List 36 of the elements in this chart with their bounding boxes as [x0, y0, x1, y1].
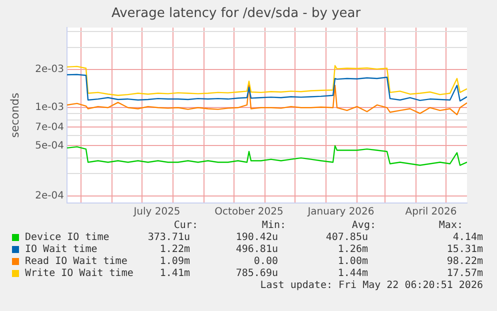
text: Cur:: [172, 220, 198, 231]
text: 1.09m: [160, 256, 190, 267]
y-tick-label: 1e-03: [35, 102, 64, 114]
y-tick-label: 2e-04: [35, 190, 64, 202]
text: 4.14m: [452, 232, 483, 243]
legend-label: Device IO time: [25, 232, 110, 243]
chart-title: Average latency for /dev/sda - by year: [111, 6, 362, 22]
text: Max:: [438, 220, 463, 231]
x-tick-label: January 2026: [306, 206, 374, 218]
text: 1.41m: [160, 268, 190, 279]
text: 15.31m: [446, 244, 483, 255]
legend-label: Read IO Wait time: [25, 256, 128, 267]
text: 1.22m: [158, 244, 190, 255]
x-tick-label: April 2026: [405, 206, 457, 218]
legend-label: IO Wait time: [25, 244, 98, 255]
text: 496.81u: [236, 244, 278, 255]
text: 0.00: [254, 256, 278, 267]
text: 1.44m: [336, 268, 368, 279]
text: Min:: [262, 220, 286, 231]
text: 1.00m: [336, 256, 368, 267]
text: 190.42u: [236, 232, 278, 243]
text: 407.85u: [324, 232, 368, 243]
y-tick-label: 5e-04: [35, 140, 64, 152]
legend-label: Write IO Wait time: [25, 268, 134, 279]
text: 1.26m: [336, 244, 368, 255]
text: 17.57m: [446, 268, 483, 279]
y-tick-label: 2e-03: [35, 64, 64, 76]
text: 98.22m: [446, 256, 483, 267]
text: Avg:: [350, 220, 376, 231]
y-axis-title: seconds: [8, 92, 22, 138]
text: Last update: Fri May 22 06:20:51 2026: [259, 280, 483, 291]
text: 785.69u: [236, 268, 278, 279]
x-tick-label: October 2025: [214, 206, 284, 218]
x-tick-label: July 2025: [132, 206, 180, 218]
text: 373.71u: [148, 232, 190, 243]
y-tick-label: 7e-04: [35, 122, 64, 133]
